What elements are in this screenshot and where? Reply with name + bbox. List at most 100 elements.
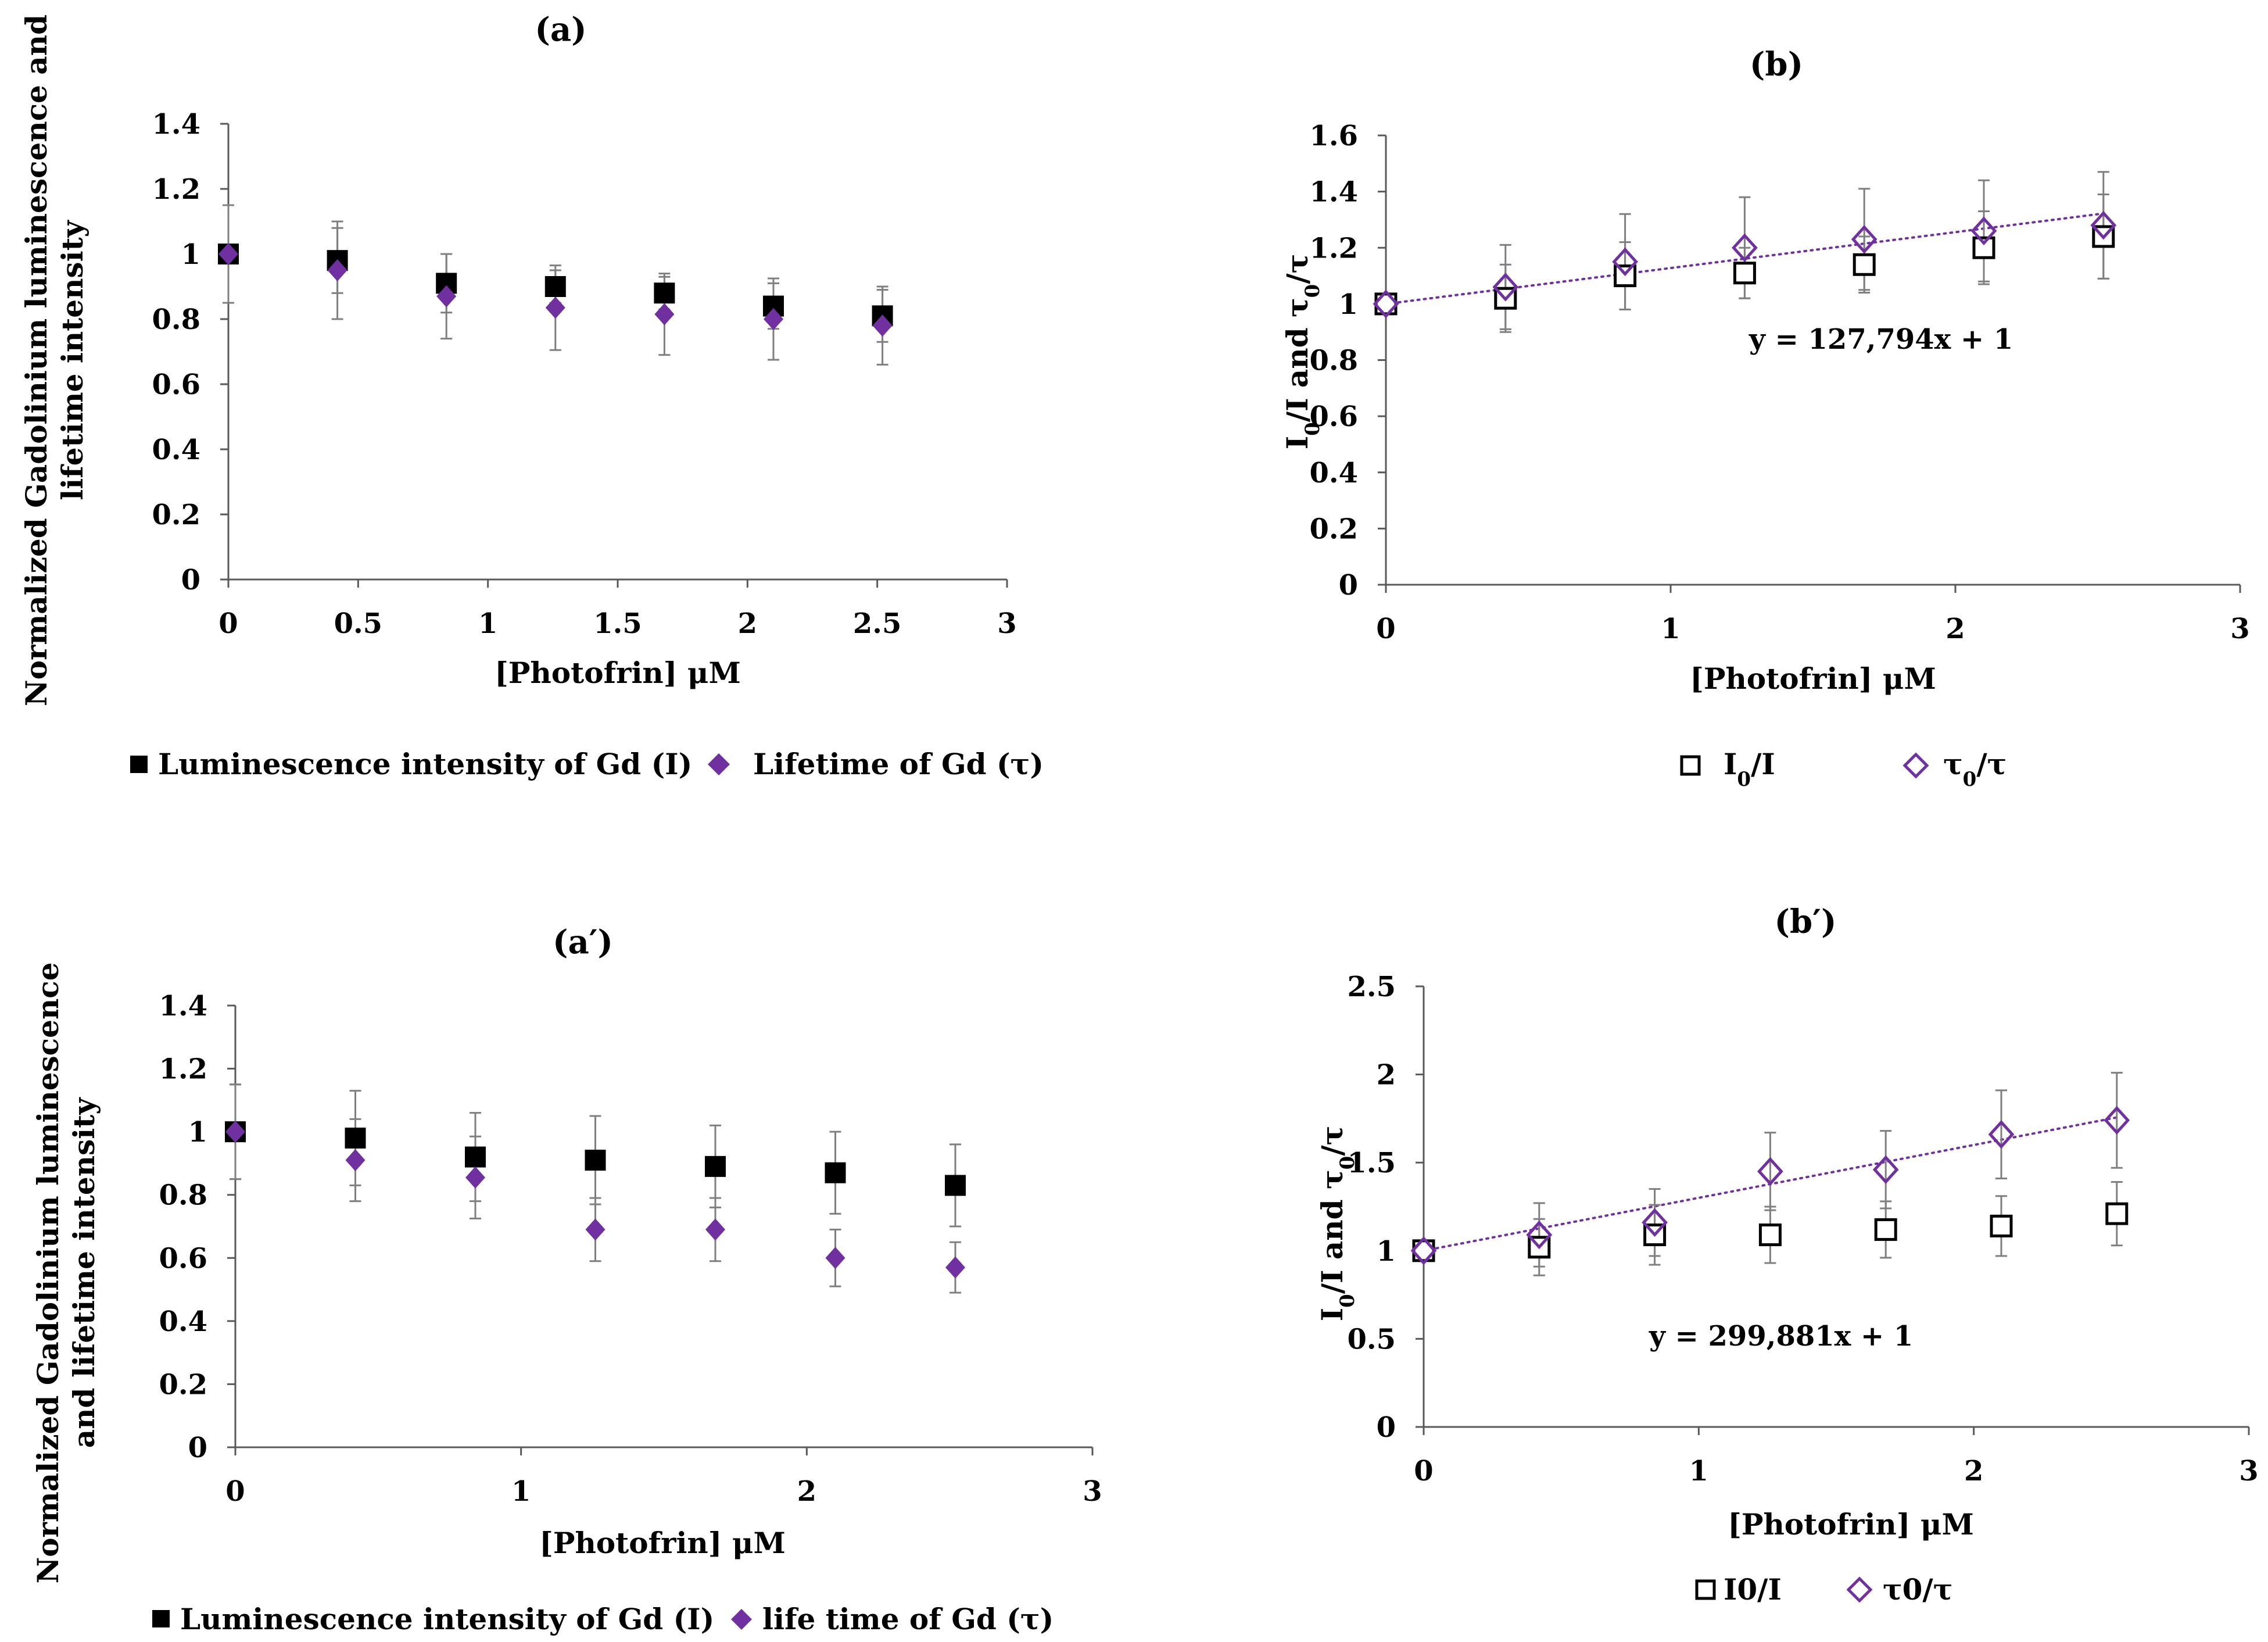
panel-b-legend: I0/I τ0/τ (1680, 747, 2007, 791)
x-tick-label: 2 (1964, 1455, 1983, 1487)
legend-marker-square-open (1695, 1579, 1716, 1600)
panel-a: (a) Normalized Gadolinium luminescence a… (19, 10, 1044, 781)
data-point-square-open (1874, 1218, 1897, 1241)
data-point-square-open (1412, 1239, 1435, 1262)
y-tick-label: 1 (1377, 1235, 1396, 1268)
data-point-diamond (545, 296, 565, 319)
x-tick-label: 2 (1945, 613, 1965, 645)
panel-a-prime-title: (a′) (553, 923, 613, 961)
panel-a-title: (a) (535, 10, 586, 49)
y-tick-label: 0.2 (1309, 513, 1358, 545)
panel-b-xlabel: [Photofrin] μM (1690, 661, 1936, 696)
panel-b-prime: (b′) I0/I and τ0/τ 0 0.5 1 1.5 2 2.5 0 1 2 3 [Pho… (1315, 903, 2259, 1607)
panel-a-legend: Luminescence intensity of Gd (I) Lifetim… (130, 747, 1044, 781)
data-point-diamond-open (1642, 1208, 1668, 1237)
panel-b-prime-equation: y = 299,881x + 1 (1649, 1320, 1913, 1353)
data-point-square (825, 1162, 846, 1183)
data-point-diamond (218, 243, 238, 265)
y-tick-label: 0 (1377, 1411, 1396, 1444)
data-point-diamond-open (1757, 1157, 1783, 1186)
data-point-diamond (705, 1218, 725, 1241)
y-tick-label: 2 (1377, 1059, 1396, 1092)
y-tick-label: 0.6 (1309, 400, 1358, 433)
x-tick-label: 2.5 (853, 607, 902, 640)
y-tick-label: 0.8 (159, 1179, 207, 1212)
panel-a-prime-plot: 0 0.2 0.4 0.6 0.8 1 1.2 1.4 0 1 2 3 (159, 990, 1102, 1508)
panel-a-prime-legend-1: Luminescence intensity of Gd (I) (180, 1602, 714, 1636)
panel-a-prime-xlabel: [Photofrin] μM (539, 1526, 786, 1560)
y-tick-label: 1.4 (159, 990, 207, 1022)
y-tick-label: 1 (188, 1116, 207, 1149)
data-point-square (465, 1146, 486, 1168)
panel-b: (b) I0/I and τ0/τ 0 0.2 0.4 0.6 0.8 1 1.2 1.4 1.… (1280, 45, 2250, 791)
legend-marker-diamond-open (1846, 1576, 1873, 1603)
data-point-square-open (2105, 1202, 2129, 1225)
data-point-diamond-open (1410, 1236, 1437, 1265)
y-tick-label: 0.6 (152, 369, 200, 401)
legend-marker-square-open (1680, 755, 1701, 776)
data-point-diamond-open (1970, 216, 1997, 245)
y-tick-label: 0.4 (152, 434, 200, 466)
panel-a-ylabel-line1: Normalized Gadolinium luminescence and (19, 15, 53, 706)
panel-a-ylabel-line2: lifetime intensity (55, 219, 89, 500)
data-point-diamond (654, 303, 675, 325)
panel-a-plot: 0 0.2 0.4 0.6 0.8 1 1.2 1.4 0 0.5 1 1.5 2 2.5 3 (152, 108, 1016, 640)
y-tick-label: 0.2 (159, 1368, 207, 1401)
panel-a-prime-legend: Luminescence intensity of Gd (I) life ti… (152, 1602, 1054, 1636)
data-point-diamond-open (1373, 289, 1399, 319)
data-point-diamond (825, 1247, 845, 1269)
y-tick-label: 0.2 (152, 499, 200, 531)
x-tick-label: 0.5 (334, 607, 383, 640)
panel-b-prime-title: (b′) (1775, 903, 1837, 941)
x-tick-label: 1 (1689, 1455, 1708, 1487)
data-point-diamond (945, 1256, 965, 1279)
data-point-square (585, 1150, 606, 1171)
data-point-diamond (872, 314, 893, 337)
y-tick-label: 1.6 (1309, 120, 1358, 152)
y-tick-label: 1.2 (152, 173, 200, 206)
y-tick-label: 0.4 (159, 1305, 207, 1338)
data-point-square-open (1972, 236, 1995, 259)
panel-b-prime-legend-2: τ0/τ (1883, 1572, 1952, 1607)
panel-a-legend-1: Luminescence intensity of Gd (I) (158, 747, 692, 781)
data-point-diamond (225, 1121, 245, 1143)
data-point-diamond (465, 1166, 485, 1189)
y-tick-label: 2.5 (1347, 971, 1396, 1003)
data-point-square-open (1758, 1224, 1782, 1247)
panel-a-ylabel: Normalized Gadolinium luminescence and l… (19, 15, 89, 706)
x-tick-label: 2 (738, 607, 757, 640)
panel-a-xlabel: [Photofrin] μM (495, 656, 741, 690)
data-point-diamond-open (1872, 1155, 1899, 1185)
panel-b-ylabel: I0/I and τ0/τ (1280, 254, 1324, 449)
data-point-square-open (1853, 253, 1876, 276)
panel-b-prime-ylabel: I0/I and τ0/τ (1315, 1126, 1359, 1321)
y-tick-label: 1.4 (152, 108, 200, 141)
data-point-diamond-open (1492, 273, 1519, 302)
panel-b-prime-legend-1: I0/I (1724, 1572, 1782, 1607)
data-point-diamond-open (2090, 210, 2117, 240)
panel-b-prime-xlabel: [Photofrin] μM (1728, 1507, 1974, 1541)
data-point-square-open (1733, 262, 1756, 285)
x-tick-label: 1 (478, 607, 497, 640)
x-tick-label: 3 (2239, 1455, 2258, 1487)
y-tick-label: 0 (188, 1432, 207, 1464)
data-point-square-open (1374, 292, 1398, 316)
y-tick-label: 1 (181, 238, 200, 271)
data-point-square (705, 1156, 726, 1177)
data-point-diamond (327, 259, 347, 281)
x-tick-label: 1 (511, 1475, 531, 1508)
panel-a-prime-legend-2: life time of Gd (τ) (762, 1602, 1054, 1636)
panel-b-title: (b) (1750, 45, 1803, 84)
x-tick-label: 3 (1083, 1475, 1102, 1508)
panel-b-prime-ylabel-text: I0/I and τ0/τ (1315, 1126, 1359, 1321)
data-point-diamond (436, 285, 457, 307)
y-tick-label: 1 (1339, 288, 1358, 321)
panel-b-ylabel-text: I0/I and τ0/τ (1280, 254, 1324, 449)
x-tick-label: 1.5 (593, 607, 642, 640)
y-tick-label: 0.5 (1347, 1323, 1396, 1355)
legend-marker-diamond-filled (708, 753, 730, 775)
y-tick-label: 0 (181, 564, 200, 596)
data-point-diamond (585, 1218, 605, 1241)
panel-b-prime-plot: 0 0.5 1 1.5 2 2.5 0 1 2 3 (1347, 971, 2258, 1487)
